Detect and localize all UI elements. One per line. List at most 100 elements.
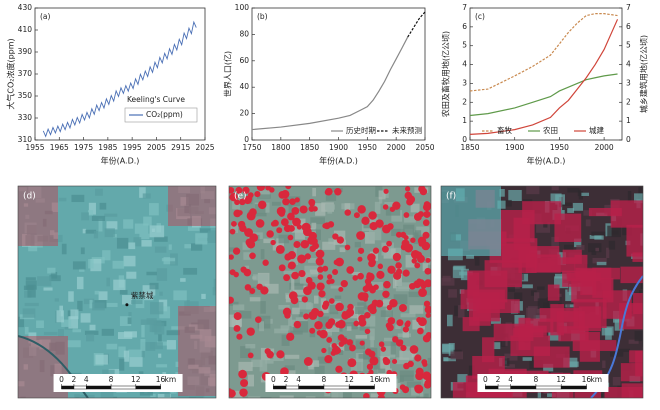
image-texture <box>98 291 108 301</box>
pivot-field <box>332 269 339 275</box>
scale-tick-label: 8 <box>322 375 327 384</box>
image-label: (e) <box>234 192 247 202</box>
scale-unit: km <box>378 375 390 384</box>
image-patch <box>547 284 560 301</box>
image-texture <box>363 351 371 360</box>
pivot-field <box>422 334 431 343</box>
pivot-field <box>229 193 238 202</box>
x-tick-label: 1955 <box>25 143 44 152</box>
image-texture <box>468 365 475 377</box>
image-patch <box>500 210 535 242</box>
pivot-field <box>421 359 428 365</box>
image-texture <box>201 293 206 299</box>
image-texture <box>281 334 290 346</box>
pivot-field <box>301 222 311 232</box>
image-texture <box>363 223 374 229</box>
image-texture <box>474 257 480 266</box>
pivot-field <box>377 263 384 270</box>
image-texture <box>101 328 114 336</box>
image-texture <box>74 394 80 398</box>
pivot-field <box>318 290 326 298</box>
pivot-field <box>244 284 252 291</box>
pivot-field <box>422 203 431 212</box>
image-texture <box>230 224 239 233</box>
pivot-field <box>347 303 354 311</box>
scale-tick-label: 4 <box>508 375 513 384</box>
image-texture <box>315 203 326 216</box>
image-texture <box>128 242 136 250</box>
y-tick-label: 1 <box>462 116 467 125</box>
image-patch <box>633 293 643 315</box>
pivot-field <box>254 190 261 198</box>
image-texture <box>89 324 96 331</box>
image-texture <box>249 297 261 302</box>
image-texture <box>409 305 424 314</box>
image-texture <box>502 358 510 367</box>
pivot-field <box>236 333 243 340</box>
image-texture <box>271 201 281 206</box>
image-label: (f) <box>446 192 456 202</box>
image-texture <box>370 336 374 348</box>
image-texture <box>104 213 118 217</box>
image-texture <box>396 357 409 365</box>
image-texture <box>291 319 296 328</box>
pivot-field <box>361 216 370 225</box>
pivot-field <box>276 350 285 359</box>
image-texture <box>424 393 429 398</box>
image-texture <box>27 284 36 298</box>
image-patch <box>574 392 602 398</box>
pivot-field <box>335 257 344 267</box>
image-texture <box>402 331 409 338</box>
image-texture <box>403 224 415 235</box>
image-texture <box>333 230 346 240</box>
y-tick-label: 390 <box>18 47 33 56</box>
image-texture <box>154 246 167 253</box>
pivot-field <box>381 245 389 253</box>
image-texture <box>400 374 414 382</box>
y-tick-label: 4 <box>462 60 467 69</box>
image-texture <box>537 298 549 309</box>
image-patch <box>529 246 560 258</box>
pivot-field <box>425 257 431 263</box>
image-texture <box>91 215 106 221</box>
image-texture <box>607 225 621 238</box>
pivot-field <box>424 305 431 314</box>
pivot-field <box>368 211 377 220</box>
image-texture <box>634 193 643 204</box>
pivot-field <box>283 274 291 282</box>
image-texture <box>128 311 132 317</box>
image-texture <box>92 302 105 311</box>
pivot-field <box>399 384 406 391</box>
image-texture <box>406 381 422 388</box>
pivot-field <box>245 238 254 247</box>
image-patch <box>469 392 507 398</box>
image-texture <box>95 188 103 196</box>
landmark-label: 紫禁城 <box>131 291 154 300</box>
pivot-field <box>292 217 301 227</box>
image-texture <box>156 268 168 281</box>
plot-frame <box>251 7 426 141</box>
scale-bar-segment <box>273 385 287 390</box>
pivot-field <box>237 220 246 229</box>
pivot-field <box>424 379 431 388</box>
image-texture <box>123 219 134 229</box>
image-texture <box>49 275 61 282</box>
image-texture <box>123 350 130 362</box>
image-texture <box>83 298 95 305</box>
pivot-field <box>276 227 283 234</box>
image-texture <box>640 278 643 289</box>
image-texture <box>327 209 333 214</box>
image-patch <box>635 350 643 377</box>
image-texture <box>94 290 100 295</box>
image-texture <box>58 329 64 337</box>
pivot-field <box>239 198 246 206</box>
image-texture <box>25 277 36 281</box>
image-texture <box>338 392 352 398</box>
pivot-field <box>330 350 336 356</box>
image-texture <box>318 316 330 330</box>
pivot-field <box>284 253 292 261</box>
pivot-field <box>317 274 324 280</box>
x-tick-label: 1995 <box>123 143 142 152</box>
image-texture <box>102 250 111 261</box>
